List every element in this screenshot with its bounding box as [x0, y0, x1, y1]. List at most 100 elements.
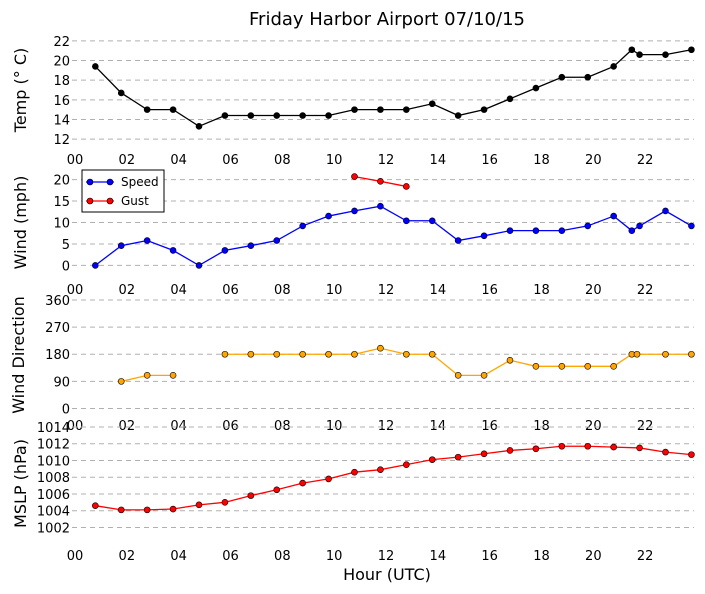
data-point: [377, 202, 384, 210]
chart-panels: 12 14 16 18 20 22 00 02 04 06 08 10 12 14 16 18 20 22 Temp…: [9, 35, 695, 564]
data-point: [480, 232, 488, 240]
x-tick-label: 12: [378, 153, 395, 168]
legend-marker: [106, 197, 114, 205]
x-tick-label: 18: [533, 153, 550, 168]
x-tick-label: 22: [637, 419, 654, 434]
data-point: [351, 468, 358, 476]
data-point: [558, 73, 566, 81]
panel-1: 12 14 16 18 20 22 00 02 04 06 08 10 12 14 16 18 20 22 Temp…: [11, 35, 695, 168]
x-tick-label: 04: [170, 549, 187, 564]
x-tick-label: 08: [274, 549, 291, 564]
data-point: [221, 112, 229, 119]
data-point: [403, 350, 410, 358]
data-point: [247, 112, 255, 119]
data-point: [532, 445, 540, 453]
data-point: [117, 506, 125, 514]
data-point: [584, 222, 592, 230]
data-point: [558, 363, 566, 370]
data-point: [273, 237, 281, 244]
y-axis-label: Temp (° C): [11, 48, 30, 133]
data-point: [169, 372, 177, 379]
x-tick-label: 14: [430, 153, 447, 168]
data-point: [662, 350, 669, 358]
data-point: [662, 207, 669, 215]
x-tick-label: 02: [119, 153, 136, 168]
data-point: [143, 237, 151, 244]
data-point: [454, 237, 462, 244]
data-point: [325, 350, 332, 358]
data-point: [584, 442, 592, 450]
data-point: [610, 443, 617, 451]
data-point: [195, 123, 203, 130]
x-tick-label: 00: [67, 283, 84, 298]
y-tick-label: 10: [53, 217, 70, 232]
x-tick-label: 02: [119, 549, 136, 564]
data-point: [299, 112, 306, 119]
legend-marker: [106, 178, 114, 186]
y-tick-label: 1002: [37, 521, 70, 536]
data-point: [299, 222, 306, 230]
x-tick-label: 18: [533, 549, 550, 564]
y-tick-label: 180: [45, 348, 70, 363]
data-point: [428, 217, 436, 225]
data-point: [506, 227, 514, 234]
data-point: [532, 227, 540, 234]
data-point: [377, 178, 384, 185]
x-tick-label: 16: [481, 153, 498, 168]
data-point: [688, 451, 695, 458]
data-point: [506, 447, 514, 454]
y-tick-label: 1004: [37, 505, 70, 520]
y-tick-label: 18: [53, 74, 70, 89]
x-tick-label: 00: [67, 153, 84, 168]
data-point: [688, 46, 695, 54]
x-tick-label: 08: [274, 153, 291, 168]
legend-marker: [86, 178, 94, 186]
data-point: [506, 356, 514, 364]
legend-marker: [86, 197, 94, 205]
y-tick-label: 90: [53, 375, 70, 390]
data-point: [403, 217, 410, 225]
x-tick-label: 14: [430, 549, 447, 564]
y-tick-label: 0: [62, 402, 70, 417]
y-tick-label: 22: [53, 35, 70, 50]
x-tick-label: 20: [585, 419, 602, 434]
data-point: [117, 378, 125, 385]
data-point: [633, 350, 641, 358]
y-tick-label: 360: [45, 294, 70, 309]
x-tick-label: 14: [430, 419, 447, 434]
data-point: [169, 106, 177, 113]
x-tick-label: 12: [378, 283, 395, 298]
data-point: [480, 450, 488, 458]
x-tick-label: 06: [222, 549, 239, 564]
x-tick-label: 16: [481, 549, 498, 564]
data-point: [143, 506, 151, 514]
data-point: [662, 51, 669, 58]
x-tick-label: 12: [378, 549, 395, 564]
data-point: [636, 51, 643, 58]
data-point: [273, 350, 281, 358]
x-tick-label: 18: [533, 283, 550, 298]
x-tick-label: 10: [326, 549, 343, 564]
x-tick-label: 08: [274, 283, 291, 298]
data-point: [351, 106, 358, 113]
figure-title: Friday Harbor Airport 07/10/15: [249, 9, 525, 30]
data-point: [377, 466, 384, 473]
y-tick-label: 16: [53, 94, 70, 109]
data-point: [143, 372, 151, 379]
data-point: [169, 247, 177, 254]
data-point: [454, 453, 462, 461]
data-point: [325, 212, 332, 220]
series-line-panel3: [224, 347, 692, 376]
x-tick-label: 02: [119, 283, 136, 298]
x-tick-label: 22: [637, 283, 654, 298]
series-line-speed: [94, 205, 692, 267]
legend-box: [81, 169, 165, 213]
x-tick-label: 20: [585, 283, 602, 298]
x-tick-label: 20: [585, 153, 602, 168]
data-point: [688, 222, 695, 230]
data-point: [403, 461, 410, 468]
data-point: [584, 73, 592, 81]
x-tick-label: 16: [481, 283, 498, 298]
